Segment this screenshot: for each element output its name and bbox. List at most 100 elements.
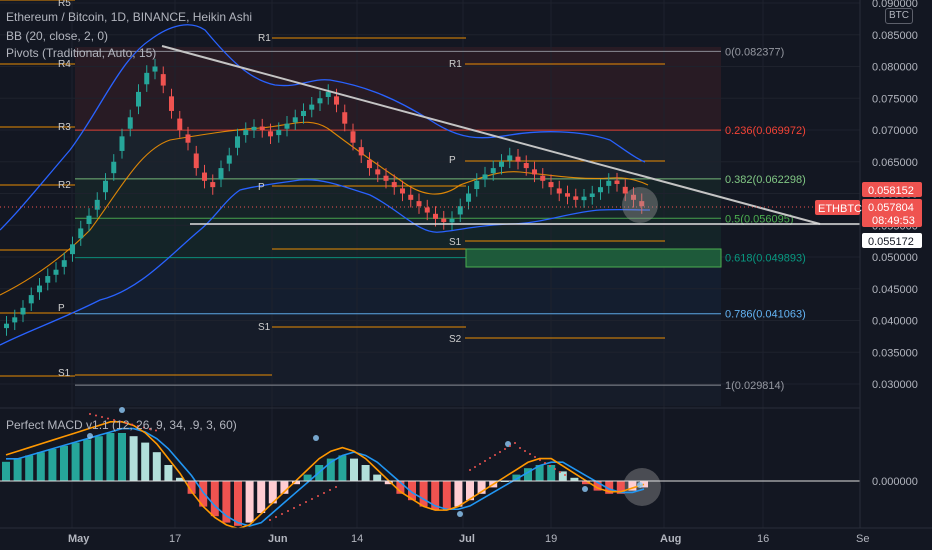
macd-dot (101, 416, 103, 418)
macd-dot (155, 429, 157, 432)
macd-dot (107, 417, 109, 420)
macd-dot (489, 457, 491, 459)
pivot-label: P (58, 303, 65, 314)
fib-level-label: 1(0.029814) (725, 380, 784, 392)
macd-histogram-bar (303, 474, 312, 481)
countdown-badge: 08:49:53 (872, 215, 915, 227)
fib-level-label: 0(0.082377) (725, 46, 784, 58)
candle-body (334, 96, 339, 105)
macd-legend[interactable]: Perfect MACD v1.1 (12, 26, 9, 34, .9, 3,… (6, 418, 237, 432)
time-axis-label: Aug (660, 533, 681, 545)
candle-body (144, 72, 150, 85)
macd-dot (89, 413, 91, 415)
fib-retracement[interactable]: 0(0.082377) 0.236(0.069972) 0.382(0.062298… (75, 46, 806, 392)
candle-body (367, 159, 372, 169)
macd-dot (469, 469, 471, 471)
time-axis[interactable]: May 17 Jun 14 Jul 19 Aug 16 Se (68, 533, 869, 545)
candle-body (127, 117, 133, 129)
macd-dot (504, 448, 506, 450)
macd-dot (329, 489, 331, 491)
macd-histogram-bar (408, 481, 416, 501)
macd-histogram-bar (396, 481, 405, 494)
bb-legend[interactable]: BB (20, close, 2, 0) (6, 29, 109, 43)
candle-body (540, 175, 546, 181)
candle-body (45, 276, 51, 283)
macd-histogram-bar (176, 477, 184, 481)
candle-body (12, 317, 18, 323)
macd-histogram-bar (164, 465, 173, 481)
candle-body (424, 207, 430, 213)
candle-body (400, 188, 405, 194)
macd-histogram-bar (199, 481, 208, 507)
macd-cross-dot (457, 511, 463, 517)
candle-body (235, 136, 240, 148)
macd-histogram-bar (129, 436, 138, 481)
candle-body (301, 110, 306, 117)
candle-body (226, 155, 232, 164)
candle-body (416, 201, 422, 207)
pivot-label: S1 (449, 237, 462, 248)
price-axis-label: 0.090000 (872, 0, 918, 10)
fib-level-label: 0.236(0.069972) (725, 125, 806, 137)
macd-dot (149, 428, 151, 430)
macd-dot (119, 420, 121, 423)
trend-line[interactable] (161, 45, 821, 225)
macd-dot (509, 445, 511, 447)
macd-dot (137, 425, 139, 427)
macd-dot (479, 463, 481, 465)
macd-histogram-bar (210, 481, 219, 517)
macd-dot (534, 456, 536, 458)
macd-histogram-bar (570, 477, 579, 481)
macd-histogram-bar (245, 481, 254, 523)
candle-body (474, 180, 480, 190)
macd-dot (143, 426, 145, 429)
candle-body (548, 182, 554, 188)
candle-body (210, 182, 216, 188)
chart-title[interactable]: Ethereum / Bitcoin, 1D, BINANCE, Heikin … (6, 10, 253, 24)
candle-body (202, 172, 207, 181)
macd-histogram-bar (152, 452, 161, 481)
candle-body (573, 196, 579, 200)
macd-dot (564, 474, 566, 476)
macd-cross-dot (637, 482, 643, 488)
candle-body (449, 218, 455, 223)
pivot-label: P (258, 182, 265, 193)
price-axis-label: 0.050000 (872, 252, 918, 264)
macd-histogram-bar (141, 442, 150, 481)
candle-body (185, 134, 191, 143)
pivot-label: R5 (58, 0, 71, 9)
price-axis-label: 0.040000 (872, 316, 918, 328)
candle-body (622, 186, 628, 194)
candle-body (598, 187, 603, 193)
macd-histogram-bar (442, 481, 451, 510)
macd-dot (484, 460, 486, 462)
pivot-label: P (449, 155, 456, 166)
macd-histogram-bar (292, 481, 300, 485)
macd-histogram-bar (512, 474, 521, 481)
macd-histogram-bar (466, 481, 474, 501)
candle-body (78, 228, 84, 239)
price-axis-label: 0.035000 (872, 347, 918, 359)
candle-body (284, 123, 290, 129)
grid-lines (0, 0, 863, 528)
macd-histogram-bar (48, 449, 57, 481)
pivot-label: R3 (58, 122, 71, 133)
candle-body (457, 206, 463, 215)
macd-histogram-bar (60, 445, 68, 481)
candle-body (556, 188, 562, 194)
line-price-badge: 0.055172 (868, 236, 914, 248)
fib-618-box[interactable] (465, 248, 722, 268)
pivots-legend[interactable]: Pivots (Traditional, Auto, 15) (6, 46, 157, 60)
candle-body (507, 155, 513, 161)
candle-body (433, 213, 438, 219)
macd-dot (549, 465, 551, 467)
candle-body (589, 193, 595, 197)
candle-body (218, 168, 224, 180)
macd-cross-dot (313, 435, 319, 441)
pivot-lines (0, 0, 665, 377)
macd-dot (275, 516, 277, 518)
bb-lower-band (0, 179, 651, 346)
unit-badge[interactable]: BTC (885, 8, 913, 24)
candle-body (61, 260, 67, 267)
